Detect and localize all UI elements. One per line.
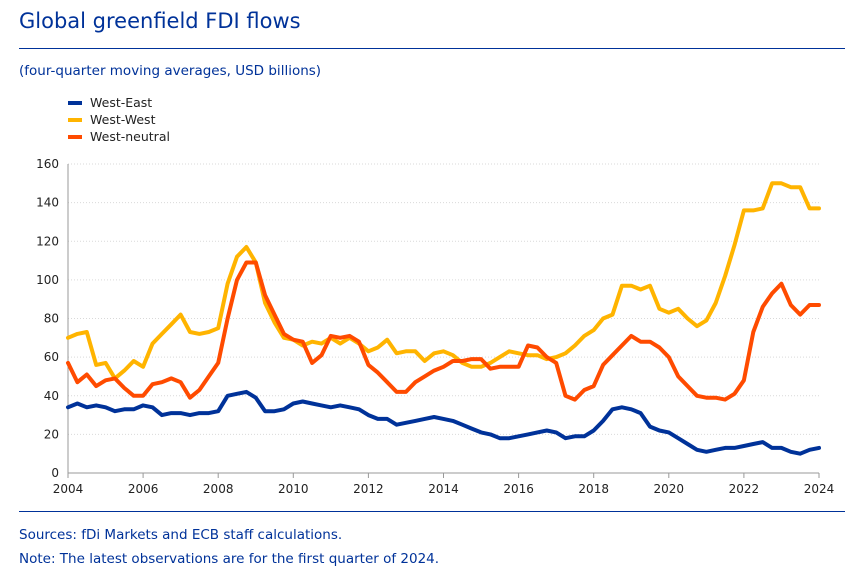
y-tick-label-100: 100 [36,273,59,287]
x-tick-label-2010: 2010 [278,482,309,496]
chart-subtitle: (four-quarter moving averages, USD billi… [19,63,322,79]
x-tick-label-2004: 2004 [53,482,84,496]
chart-title: Global greenfield FDI flows [19,9,301,33]
chart-legend: West-East West-West West-neutral [68,94,170,145]
x-tick-label-2012: 2012 [353,482,384,496]
x-tick-label-2014: 2014 [428,482,459,496]
y-tick-label-140: 140 [36,196,59,210]
y-tick-label-60: 60 [44,350,59,364]
legend-label-west-east: West-East [90,95,153,110]
legend-label-west-neutral: West-neutral [90,129,170,144]
series-line-west-east [66,389,821,456]
x-tick-label-2008: 2008 [203,482,234,496]
legend-item-west-neutral: West-neutral [68,128,170,145]
legend-swatch-west-west [68,117,82,122]
x-tick-label-2022: 2022 [729,482,760,496]
y-tick-label-40: 40 [44,389,59,403]
legend-label-west-west: West-West [90,112,156,127]
legend-swatch-west-neutral [68,134,82,139]
series-line-west-neutral [66,260,821,402]
y-tick-label-20: 20 [44,427,59,441]
title-divider [19,48,845,49]
x-tick-label-2020: 2020 [654,482,685,496]
footer-divider [19,511,845,512]
x-tick-label-2006: 2006 [128,482,159,496]
x-tick-label-2024: 2024 [804,482,835,496]
legend-swatch-west-east [68,100,82,105]
y-tick-label-120: 120 [36,234,59,248]
y-tick-label-80: 80 [44,312,59,326]
series-line-west-west [66,181,821,381]
legend-item-west-east: West-East [68,94,170,111]
legend-item-west-west: West-West [68,111,170,128]
x-tick-label-2018: 2018 [578,482,609,496]
footnote: Note: The latest observations are for th… [19,551,440,567]
source-note: Sources: fDi Markets and ECB staff calcu… [19,527,343,543]
y-tick-label-160: 160 [36,157,59,171]
y-tick-label-0: 0 [51,466,59,480]
x-tick-label-2016: 2016 [503,482,534,496]
